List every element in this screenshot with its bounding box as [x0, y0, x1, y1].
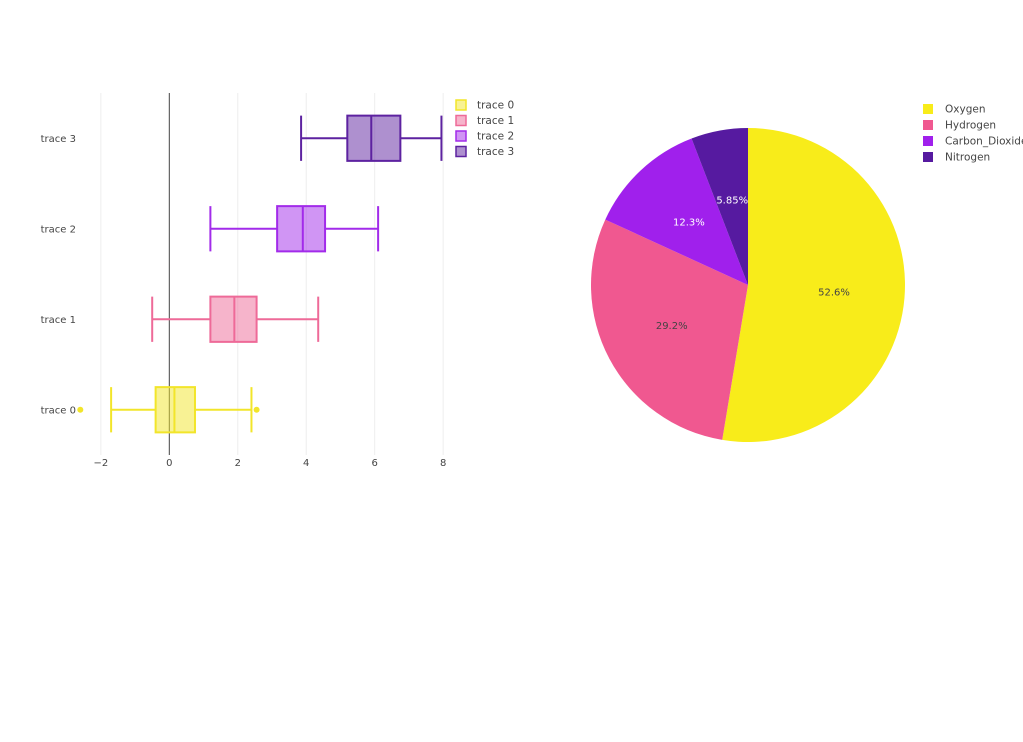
box-iqr — [346, 114, 402, 162]
x-tick-label: 0 — [166, 458, 172, 469]
y-tick-label: trace 3 — [41, 134, 76, 145]
pie-label-carbon-dioxide: 12.3% — [673, 218, 705, 229]
legend-label: Nitrogen — [945, 152, 990, 164]
outlier-point — [253, 406, 260, 413]
box-plot: trace 0 trace 1 trace 2 trace 3 −2 0 2 4 6 8 tra… — [41, 93, 514, 469]
pie-slice-carbon-dioxide — [605, 138, 748, 285]
pie-slice-nitrogen — [691, 128, 748, 285]
outlier-point — [77, 406, 84, 413]
legend-label: trace 2 — [477, 131, 514, 143]
legend-swatch — [923, 104, 933, 114]
x-tick-label: −2 — [93, 458, 108, 469]
x-tick-label: 4 — [303, 458, 309, 469]
legend-swatch — [923, 120, 933, 130]
pie-slice-oxygen — [722, 128, 905, 442]
pie-label-nitrogen: 5.85% — [716, 196, 748, 207]
box-plot-legend[interactable]: trace 0 trace 1 trace 2 trace 3 — [455, 99, 514, 159]
legend-item-nitrogen[interactable]: Nitrogen — [923, 152, 990, 164]
box-plot-x-tick-labels: −2 0 2 4 6 8 — [93, 458, 446, 469]
legend-swatch — [455, 145, 467, 158]
legend-item-hydrogen[interactable]: Hydrogen — [923, 120, 996, 132]
x-tick-label: 6 — [372, 458, 378, 469]
y-tick-label: trace 2 — [41, 224, 76, 235]
pie-slice-labels: 52.6% 29.2% 12.3% 5.85% — [656, 196, 850, 332]
legend-item-trace-1[interactable]: trace 1 — [455, 114, 514, 127]
x-tick-label: 8 — [440, 458, 446, 469]
legend-label: trace 1 — [477, 115, 514, 127]
legend-item-trace-3[interactable]: trace 3 — [455, 145, 514, 158]
legend-label: trace 3 — [477, 146, 514, 158]
legend-swatch — [923, 136, 933, 146]
y-tick-label: trace 1 — [41, 315, 76, 326]
x-tick-label: 2 — [235, 458, 241, 469]
legend-label: Carbon_Dioxide — [945, 136, 1023, 148]
box-iqr — [276, 205, 327, 253]
legend-swatch — [455, 130, 467, 142]
y-tick-label: trace 0 — [41, 405, 76, 416]
pie-slices — [591, 128, 905, 442]
pie-legend[interactable]: Oxygen Hydrogen Carbon_Dioxide Nitrogen — [923, 104, 1023, 164]
legend-item-trace-0[interactable]: trace 0 — [455, 99, 514, 112]
legend-label: trace 0 — [477, 100, 514, 112]
pie-label-oxygen: 52.6% — [818, 288, 850, 299]
pie-chart: 52.6% 29.2% 12.3% 5.85% Oxygen Hydrogen Carbo… — [591, 104, 1023, 442]
legend-item-trace-2[interactable]: trace 2 — [455, 130, 514, 143]
legend-item-carbon-dioxide[interactable]: Carbon_Dioxide — [923, 136, 1023, 148]
legend-item-oxygen[interactable]: Oxygen — [923, 104, 985, 116]
box-plot-y-tick-labels: trace 0 trace 1 trace 2 trace 3 — [41, 134, 76, 417]
box-trace-3 — [300, 114, 443, 162]
legend-swatch — [923, 152, 933, 162]
box-trace-0 — [77, 386, 260, 434]
box-trace-1 — [151, 295, 320, 343]
box-trace-2 — [209, 205, 380, 253]
legend-label: Hydrogen — [945, 120, 996, 132]
legend-label: Oxygen — [945, 104, 985, 116]
pie-label-hydrogen: 29.2% — [656, 321, 688, 332]
pie-slice-hydrogen — [591, 219, 748, 440]
legend-swatch — [455, 114, 467, 127]
box-plot-traces — [77, 114, 443, 434]
legend-swatch — [455, 99, 467, 111]
